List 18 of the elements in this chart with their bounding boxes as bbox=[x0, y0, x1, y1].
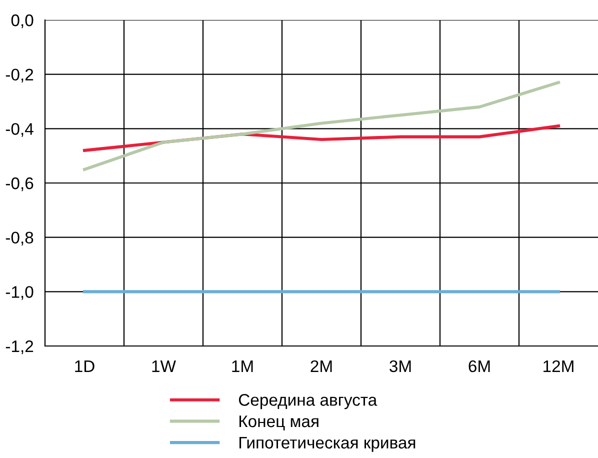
y-tick-label: 0,0 bbox=[11, 14, 34, 28]
y-tick-label: -1,2 bbox=[6, 340, 34, 354]
x-tick-label: 6M bbox=[468, 360, 490, 372]
x-tick-label: 1W bbox=[152, 360, 176, 372]
legend-label: Гипотетическая кривая bbox=[239, 436, 416, 452]
line-series bbox=[82, 80, 560, 171]
x-tick-label: 1M bbox=[232, 360, 253, 372]
y-tick-label: -0,4 bbox=[6, 123, 34, 137]
legend-label: Середина августа bbox=[238, 394, 378, 410]
x-tick-label: 2M bbox=[310, 360, 332, 372]
y-tick-label: -1,0 bbox=[6, 286, 34, 300]
y-tick-label: -0,8 bbox=[6, 232, 34, 246]
x-tick-label: 12M bbox=[544, 360, 574, 372]
y-tick-label: -0,6 bbox=[6, 177, 34, 192]
legend-label: Конец мая bbox=[239, 416, 318, 430]
x-tick-label: 3M bbox=[390, 360, 411, 372]
y-tick-label: -0,2 bbox=[6, 68, 34, 83]
x-tick-label: 1D bbox=[75, 360, 94, 372]
